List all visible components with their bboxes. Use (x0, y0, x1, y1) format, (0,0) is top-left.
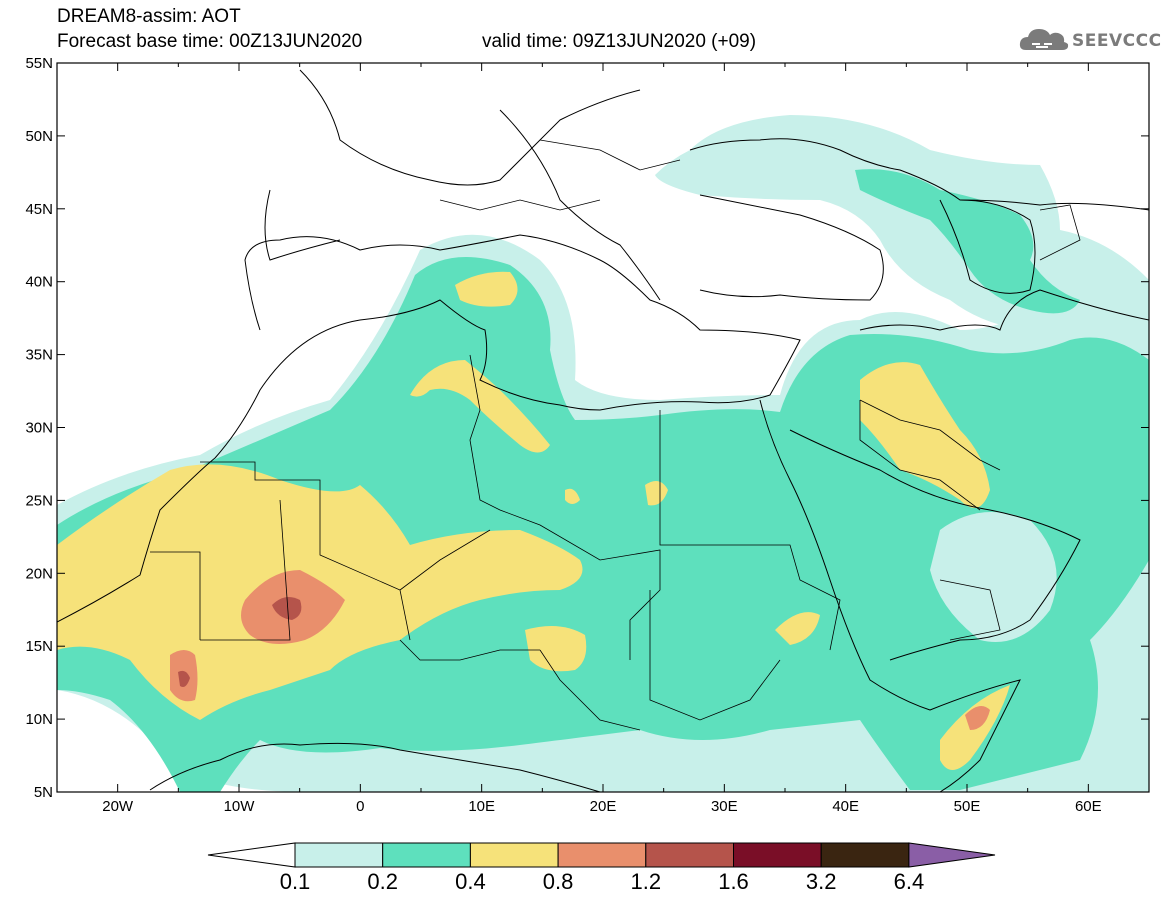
lon-label: 10E (468, 798, 495, 815)
lon-label: 60E (1075, 798, 1102, 815)
colorbar-over-triangle (908, 842, 996, 868)
longitude-axis: 20W 10W 0 10E 20E 30E 40E 50E 60E (56, 63, 1150, 815)
aot-level-1.2 (178, 596, 302, 687)
valid-time: valid time: 09Z13JUN2020 (+09) (482, 31, 757, 52)
colorbar-swatch (469, 842, 559, 868)
lat-label: 25N (25, 492, 53, 509)
colorbar-label: 0.8 (543, 869, 574, 894)
lat-label: 35N (25, 347, 53, 364)
lon-label: 50E (954, 798, 981, 815)
colorbar-label: 0.4 (455, 869, 486, 894)
borders (150, 139, 1081, 731)
lat-label: 55N (25, 55, 53, 72)
lat-label: 45N (25, 201, 53, 218)
latitude-axis: 55N 50N 45N 40N 35N 30N 25N 20N 15N 10N 5N (25, 55, 1149, 801)
colorbar-swatch (382, 842, 471, 868)
logo-text: SEEVCCC (1072, 31, 1162, 51)
lat-label: 40N (25, 274, 53, 291)
lon-label: 20W (102, 798, 134, 815)
lon-label: 0 (356, 798, 364, 815)
colorbar-swatch (557, 842, 647, 868)
lat-label: 50N (25, 128, 53, 145)
colorbar-label: 0.1 (280, 869, 311, 894)
colorbar-label: 3.2 (806, 869, 837, 894)
cloud-icon (1019, 29, 1069, 50)
lon-label: 40E (832, 798, 859, 815)
colorbar-swatch (294, 842, 384, 868)
lat-label: 30N (25, 420, 53, 437)
lon-label: 30E (711, 798, 738, 815)
colorbar-label: 0.2 (367, 869, 398, 894)
lon-label: 20E (590, 798, 617, 815)
colorbar-label: 1.2 (631, 869, 662, 894)
colorbar-swatch (733, 842, 822, 868)
seevccc-logo: SEEVCCC (1018, 24, 1161, 56)
lat-label: 20N (25, 565, 53, 582)
colorbar-label: 6.4 (894, 869, 925, 894)
lat-label: 5N (34, 784, 53, 801)
lat-label: 15N (25, 638, 53, 655)
colorbar-swatch (645, 842, 734, 868)
lat-label: 10N (25, 711, 53, 728)
colorbar: 0.1 0.2 0.4 0.8 1.2 1.6 3.2 6.4 (207, 842, 996, 894)
forecast-base-time: Forecast base time: 00Z13JUN2020 (57, 31, 363, 52)
map-title: DREAM8-assim: AOT (57, 6, 241, 27)
aot-field (57, 115, 1149, 792)
colorbar-label: 1.6 (718, 869, 749, 894)
lon-label: 10W (224, 798, 256, 815)
coastlines (57, 69, 1149, 792)
colorbar-under-triangle (207, 842, 296, 868)
colorbar-swatch (820, 842, 910, 868)
